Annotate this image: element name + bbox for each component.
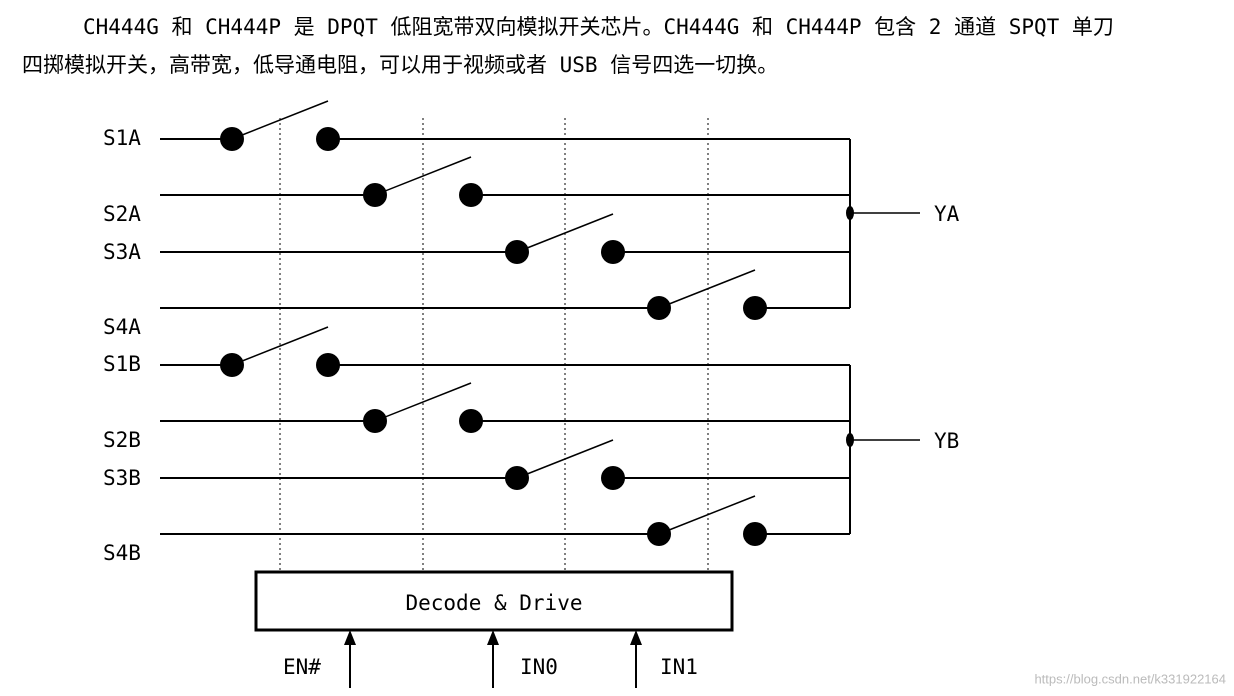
input-label: S3B (103, 466, 141, 490)
switch-contact (647, 522, 671, 546)
arrow-head (344, 630, 356, 645)
control-label: IN1 (660, 655, 698, 679)
switch-contact (316, 127, 340, 151)
input-label: S3A (103, 240, 141, 264)
switch-contact (647, 296, 671, 320)
output-label: YB (934, 429, 959, 453)
switch-contact (220, 353, 244, 377)
paragraph-line: CH444G 和 CH444P 是 DPQT 低阻宽带双向模拟开关芯片。CH44… (83, 15, 1114, 39)
switch-contact (459, 409, 483, 433)
input-label: S1B (103, 352, 141, 376)
input-label: S2B (103, 428, 141, 452)
block-label: Decode & Drive (405, 591, 582, 615)
switch-contact (601, 240, 625, 264)
switch-contact (505, 466, 529, 490)
input-label: S2A (103, 202, 141, 226)
switch-contact (743, 522, 767, 546)
switch-lever (658, 269, 756, 309)
switch-lever (516, 213, 614, 253)
junction (846, 206, 854, 220)
switch-lever (231, 326, 329, 366)
control-label: EN# (283, 655, 321, 679)
switch-lever (658, 495, 756, 535)
switch-contact (316, 353, 340, 377)
input-label: S4A (103, 315, 141, 339)
switch-contact (363, 183, 387, 207)
output-label: YA (934, 202, 960, 226)
decode-block (254, 570, 734, 632)
switch-contact (505, 240, 529, 264)
switch-contact (220, 127, 244, 151)
switch-contact (601, 466, 625, 490)
input-label: S1A (103, 126, 141, 150)
switch-lever (374, 382, 472, 422)
watermark: https://blog.csdn.net/k331922164 (1034, 671, 1226, 686)
switch-lever (374, 156, 472, 196)
arrow-head (630, 630, 642, 645)
switch-lever (516, 439, 614, 479)
paragraph-line: 四掷模拟开关，高带宽，低导通电阻，可以用于视频或者 USB 信号四选一切换。 (22, 53, 778, 77)
input-label: S4B (103, 541, 141, 565)
switch-contact (459, 183, 483, 207)
switch-lever (231, 100, 329, 140)
control-label: IN0 (520, 655, 558, 679)
switch-contact (363, 409, 387, 433)
junction (846, 433, 854, 447)
switch-contact (743, 296, 767, 320)
arrow-head (487, 630, 499, 645)
